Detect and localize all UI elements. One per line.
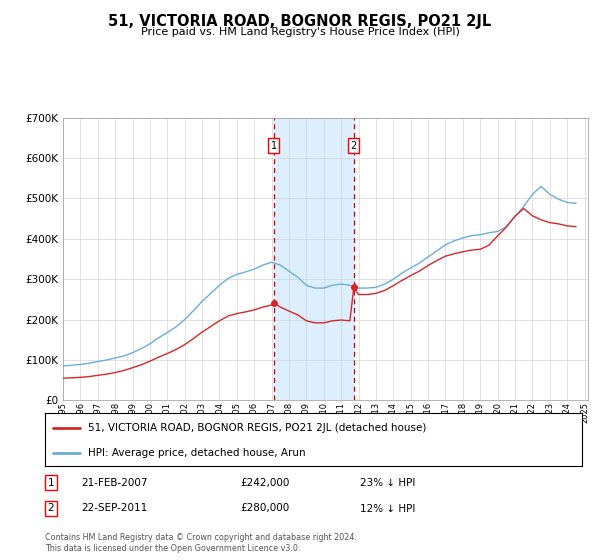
Text: 22-SEP-2011: 22-SEP-2011 bbox=[81, 503, 147, 514]
Text: 2: 2 bbox=[351, 141, 357, 151]
Text: 23% ↓ HPI: 23% ↓ HPI bbox=[360, 478, 415, 488]
Text: HPI: Average price, detached house, Arun: HPI: Average price, detached house, Arun bbox=[88, 447, 305, 458]
Text: 51, VICTORIA ROAD, BOGNOR REGIS, PO21 2JL (detached house): 51, VICTORIA ROAD, BOGNOR REGIS, PO21 2J… bbox=[88, 423, 427, 433]
Text: 21-FEB-2007: 21-FEB-2007 bbox=[81, 478, 148, 488]
Text: £242,000: £242,000 bbox=[240, 478, 289, 488]
Text: 51, VICTORIA ROAD, BOGNOR REGIS, PO21 2JL: 51, VICTORIA ROAD, BOGNOR REGIS, PO21 2J… bbox=[109, 14, 491, 29]
Text: Price paid vs. HM Land Registry's House Price Index (HPI): Price paid vs. HM Land Registry's House … bbox=[140, 27, 460, 37]
Bar bbox=[274, 118, 354, 400]
Text: 1: 1 bbox=[47, 478, 55, 488]
Text: 1: 1 bbox=[271, 141, 277, 151]
Text: £280,000: £280,000 bbox=[240, 503, 289, 514]
Text: 2: 2 bbox=[47, 503, 55, 514]
Text: 12% ↓ HPI: 12% ↓ HPI bbox=[360, 503, 415, 514]
Text: Contains HM Land Registry data © Crown copyright and database right 2024.
This d: Contains HM Land Registry data © Crown c… bbox=[45, 533, 357, 553]
